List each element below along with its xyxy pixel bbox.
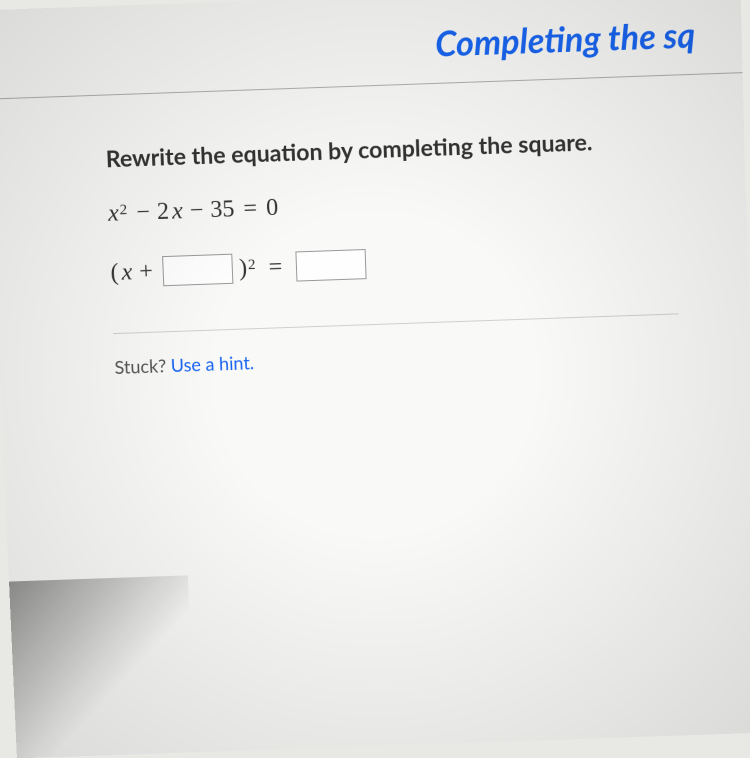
equation-template: (x + )2 = (110, 238, 677, 288)
dark-corner-overlay (9, 575, 195, 758)
equation-given: x2 − 2x − 35 = 0 (108, 181, 676, 228)
var-x-template: x (121, 259, 133, 286)
minus-sign-1: − (136, 199, 151, 227)
equals-sign-2: = (268, 253, 283, 281)
divider-line (113, 313, 678, 334)
minus-sign-2: − (189, 197, 204, 225)
template-exponent: 2 (248, 256, 256, 273)
open-paren: ( (110, 259, 119, 286)
help-row: Stuck? Use a hint. (114, 336, 680, 378)
instruction-text: Rewrite the equation by completing the s… (105, 124, 674, 172)
stuck-label: Stuck? (114, 354, 171, 378)
input-box-2[interactable] (296, 249, 367, 282)
input-box-1[interactable] (162, 254, 233, 287)
zero: 0 (266, 195, 279, 223)
close-paren: ) (239, 255, 248, 282)
page-title: Completing the sq (186, 5, 750, 73)
plus-sign: + (139, 258, 154, 286)
exponent-2: 2 (119, 202, 127, 219)
coeff-2: 2 (156, 198, 169, 226)
var-x: x (108, 200, 120, 228)
problem-content: Rewrite the equation by completing the s… (0, 73, 750, 412)
hint-link[interactable]: Use a hint. (170, 351, 254, 376)
var-x-2: x (171, 198, 183, 226)
constant-35: 35 (210, 196, 235, 224)
equals-sign: = (243, 195, 258, 223)
